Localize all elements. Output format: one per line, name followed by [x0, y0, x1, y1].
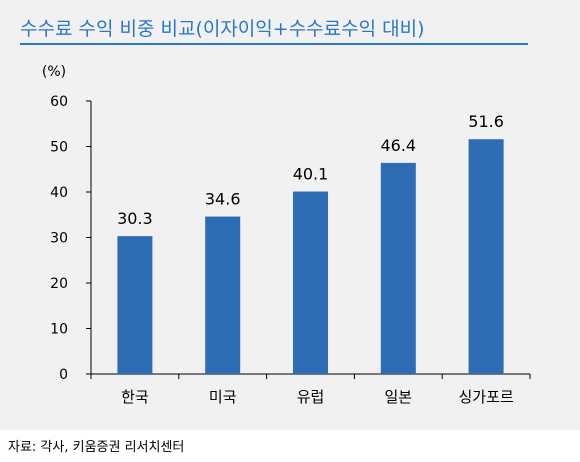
- x-tick-label: 일본: [384, 388, 412, 406]
- bar-chart: (%) 0 10 20 30 40 50 60 30.3 한국 34.6 미국 40.1 유럽 46.4 일본…: [42, 64, 531, 406]
- data-label: 40.1: [293, 165, 329, 184]
- y-tick-label: 60: [50, 94, 68, 110]
- source-note: 자료: 각사, 키움증권 리서치센터: [8, 440, 185, 455]
- x-tick-label: 유럽: [297, 388, 325, 406]
- chart-panel: 수수료 수익 비중 비교(이자이익+수수료수익 대비) (%) 0 10 20 30 40…: [0, 0, 580, 430]
- x-tick-label: 미국: [209, 388, 237, 406]
- y-tick-label: 10: [50, 322, 68, 338]
- data-label: 30.3: [117, 209, 153, 228]
- x-tick-label: 싱가포르: [458, 388, 513, 406]
- data-label: 34.6: [205, 190, 241, 209]
- x-tick-label: 한국: [121, 388, 149, 406]
- bar-5: [468, 139, 504, 374]
- bar-1: [117, 236, 153, 374]
- title-underline: [20, 43, 528, 45]
- data-label: 46.4: [380, 136, 416, 155]
- y-axis-unit-label: (%): [42, 64, 66, 80]
- chart-title: 수수료 수익 비중 비교(이자이익+수수료수익 대비): [20, 18, 425, 40]
- bar-3: [293, 191, 328, 374]
- y-tick-label: 20: [50, 276, 68, 292]
- bar-4: [380, 162, 416, 374]
- y-tick-label: 0: [59, 367, 68, 383]
- data-label: 51.6: [468, 112, 504, 131]
- bar-2: [205, 216, 241, 374]
- y-tick-label: 30: [50, 231, 68, 247]
- y-tick-label: 50: [50, 140, 68, 156]
- y-tick-label: 40: [50, 185, 68, 201]
